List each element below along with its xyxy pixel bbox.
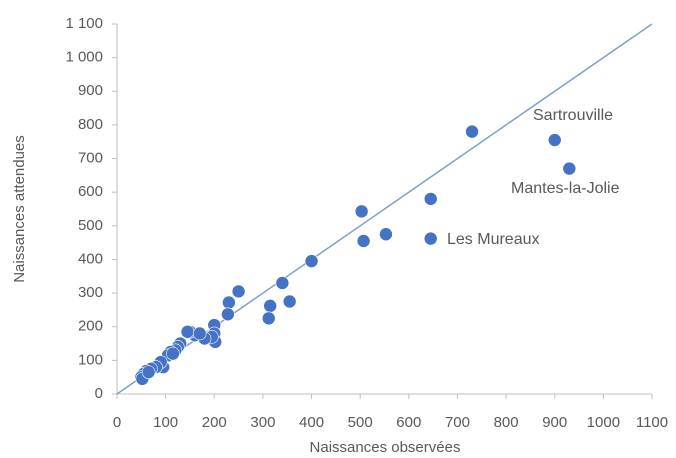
y-tick-label: 100 [78, 351, 103, 368]
point [282, 294, 297, 309]
annotation: Les Mureaux [447, 231, 540, 248]
x-tick-label: 0 [113, 414, 121, 431]
y-tick-label: 200 [78, 318, 103, 335]
x-tick-label: 1000 [587, 414, 620, 431]
point [222, 295, 236, 310]
y-tick-label: 900 [78, 82, 103, 99]
point [354, 204, 369, 219]
point [192, 326, 207, 341]
point [379, 227, 393, 242]
point [166, 346, 180, 361]
y-tick-label: 700 [78, 150, 103, 167]
point [423, 231, 438, 246]
point [141, 365, 156, 379]
point [562, 161, 577, 176]
y-tick-label: 0 [95, 385, 103, 402]
x-tick-label: 100 [153, 414, 178, 431]
point [221, 307, 235, 322]
x-tick-label: 1100 [636, 414, 668, 431]
annotation: Mantes-la-Jolie [511, 180, 620, 197]
x-tick-label: 500 [348, 414, 373, 431]
y-axis-label: Naissances attendues [11, 135, 28, 283]
y-tick-label: 300 [78, 284, 103, 301]
x-tick-label: 200 [202, 414, 227, 431]
point [356, 234, 371, 248]
point [465, 124, 479, 139]
x-tick-label: 700 [445, 414, 470, 431]
y-tick-label: 600 [78, 183, 103, 200]
x-tick-label: 900 [542, 414, 567, 431]
x-tick-label: 300 [250, 414, 275, 431]
annotation: Sartrouville [533, 107, 613, 124]
point [231, 284, 246, 299]
point [263, 299, 278, 313]
point [547, 133, 562, 147]
x-tick-label: 800 [494, 414, 519, 431]
point [180, 324, 195, 339]
y-tick-label: 500 [78, 217, 103, 234]
y-tick-label: 400 [78, 250, 103, 267]
point [275, 276, 290, 290]
x-axis-label: Naissances observées [310, 439, 461, 456]
point [261, 311, 276, 326]
y-tick-label: 1 100 [65, 15, 103, 32]
point [304, 254, 319, 268]
point [423, 192, 438, 206]
x-tick-label: 600 [396, 414, 421, 431]
y-tick-label: 1 000 [65, 49, 103, 66]
y-tick-label: 800 [78, 116, 103, 133]
x-tick-label: 400 [299, 414, 324, 431]
